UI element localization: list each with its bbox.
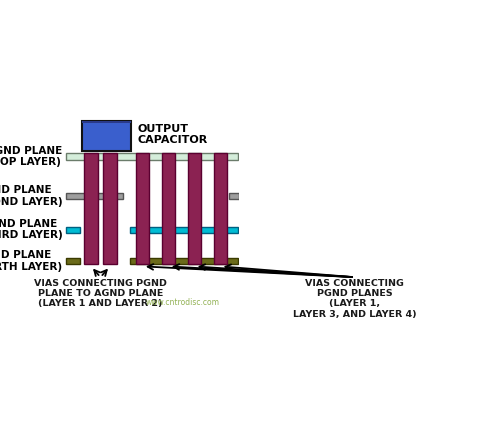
Bar	[188, 153, 201, 264]
Bar	[81, 121, 131, 123]
Bar	[214, 153, 227, 264]
Bar	[66, 227, 80, 233]
Text: PGND PLANE
(FOURTH LAYER): PGND PLANE (FOURTH LAYER)	[0, 250, 62, 272]
Bar	[229, 192, 238, 199]
Text: PGND PLANE
(THIRD LAYER): PGND PLANE (THIRD LAYER)	[0, 219, 62, 240]
Text: AGND PLANE
(SECOND LAYER): AGND PLANE (SECOND LAYER)	[0, 185, 62, 206]
Bar	[103, 153, 116, 264]
Bar	[84, 153, 98, 264]
Text: VIAS CONNECTING PGND
PLANE TO AGND PLANE
(LAYER 1 AND LAYER 2): VIAS CONNECTING PGND PLANE TO AGND PLANE…	[34, 279, 166, 308]
Text: VIAS CONNECTING
PGND PLANES
(LAYER 1,
LAYER 3, AND LAYER 4): VIAS CONNECTING PGND PLANES (LAYER 1, LA…	[292, 279, 416, 319]
Bar	[81, 121, 131, 151]
Bar	[66, 153, 238, 160]
Bar	[136, 153, 149, 264]
Bar	[130, 258, 238, 264]
Text: OUTPUT
CAPACITOR: OUTPUT CAPACITOR	[138, 124, 207, 146]
Bar	[130, 227, 238, 233]
Text: www.cntrodisc.com: www.cntrodisc.com	[145, 298, 220, 307]
Bar	[162, 153, 175, 264]
Text: PGND PLANE
(TOP LAYER): PGND PLANE (TOP LAYER)	[0, 146, 62, 168]
Bar	[66, 258, 80, 264]
Bar	[66, 192, 122, 199]
